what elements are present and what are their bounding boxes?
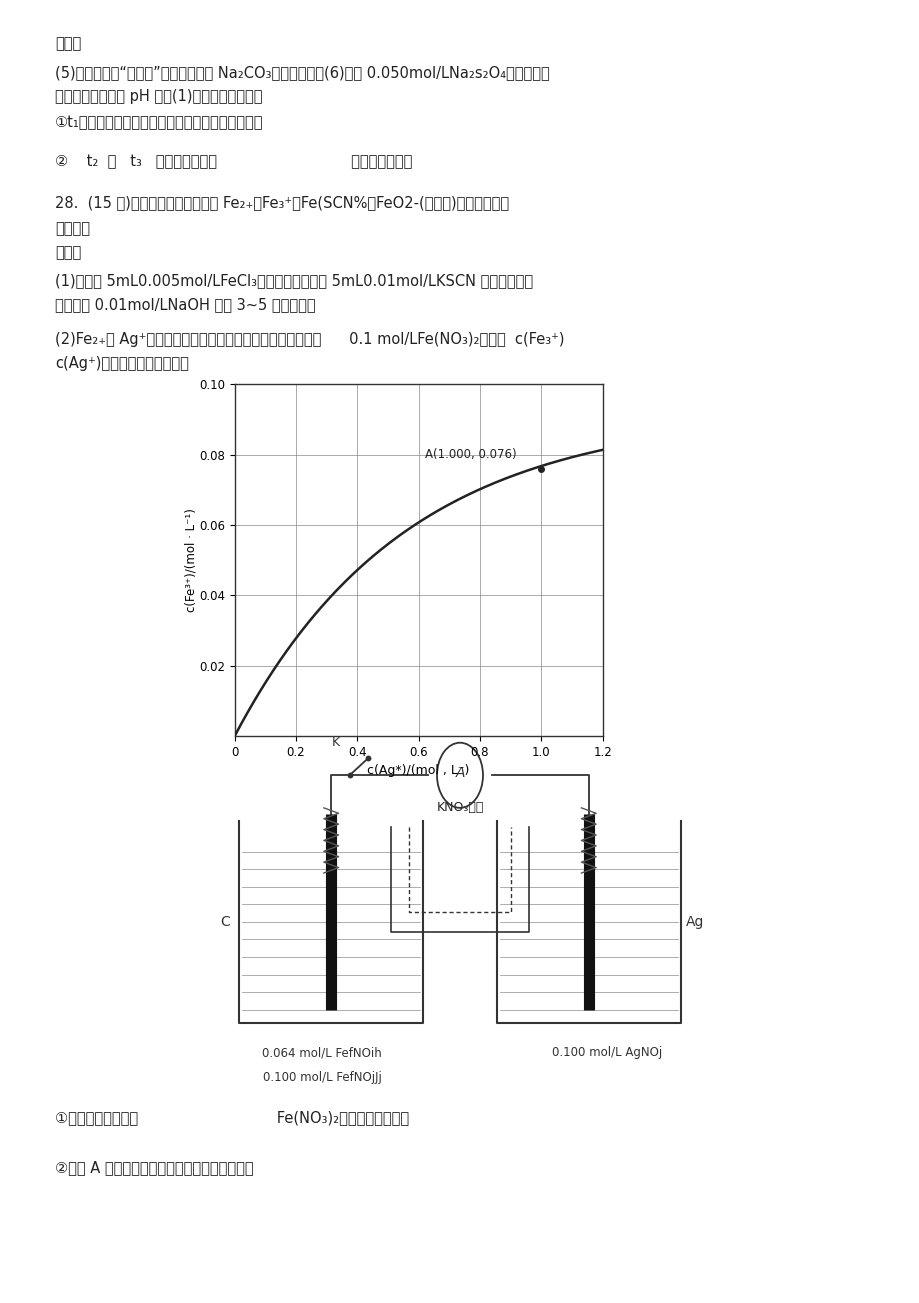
Text: Ag: Ag [685,915,703,929]
X-axis label: c(Ag*)/(mol , L⁻): c(Ag*)/(mol , L⁻) [367,765,470,778]
Text: ②根据 A 点数据，计算该转化反应的平衡常数为: ②根据 A 点数据，计算该转化反应的平衡常数为 [55,1160,254,1175]
Text: K: K [332,736,339,749]
Text: 问题：: 问题： [55,245,82,261]
Text: 0.100 mol/L FefNOjJj: 0.100 mol/L FefNOjJj [262,1071,381,1084]
Text: 28.  (15 分)铁元素在溶液中主要以 Fe₂₊、Fe₃⁺、Fe(SCN%、FeO2-(紫红色)等形式存在。: 28. (15 分)铁元素在溶液中主要以 Fe₂₊、Fe₃⁺、Fe(SCN%、F… [55,195,509,211]
Text: (5)在包装保存“保险粉”时加入少量的 Na₂CO₃固体，目的是(6)现将 0.050mol/LNa₂s₂O₄溶液在空气: (5)在包装保存“保险粉”时加入少量的 Na₂CO₃固体，目的是(6)现将 0.… [55,65,550,81]
Text: (1)向盛有 5mL0.005mol/LFeCl₃溶液的试管中加入 5mL0.01mol/LKSCN 溶液，现象是: (1)向盛有 5mL0.005mol/LFeCl₃溶液的试管中加入 5mL0.0… [55,274,533,289]
Text: C: C [221,915,230,929]
Text: A: A [455,766,464,779]
Text: 电流计: 电流计 [448,704,471,717]
Text: 回答下列: 回答下列 [55,222,90,237]
Text: A(1.000, 0.076): A(1.000, 0.076) [425,448,516,461]
Y-axis label: c(Fe³⁺)/(mol · L⁻¹): c(Fe³⁺)/(mol · L⁻¹) [185,508,198,612]
Text: (2)Fe₂₊与 Ag⁺在溶液中可相互转化。室温时，初始浓度为随      0.1 mol/LFe(NO₃)₂溶液中  c(Fe₃⁺): (2)Fe₂₊与 Ag⁺在溶液中可相互转化。室温时，初始浓度为随 0.1 mol… [55,332,564,348]
Text: ①t₁时溶液中含硫元素的粒子浓度由大到小的顺序为: ①t₁时溶液中含硫元素的粒子浓度由大到小的顺序为 [55,115,264,130]
Text: KNO₃盐桥: KNO₃盐桥 [436,801,483,814]
Text: 中放置，其溶液的 pH 与时(1)的关系如图所示。: 中放置，其溶液的 pH 与时(1)的关系如图所示。 [55,89,263,104]
Text: c(Ag⁺)的变化如下左图所示：: c(Ag⁺)的变化如下左图所示： [55,356,189,371]
Text: ②    t₂  ～   t₃   段发生化学反应                             的离子方程式为: ② t₂ ～ t₃ 段发生化学反应 的离子方程式为 [55,154,412,169]
Text: 0.064 mol/L FefNOih: 0.064 mol/L FefNOih [262,1046,381,1059]
Text: ，再滴加 0.01mol/LNaOH 溶液 3~5 滴，现象是: ，再滴加 0.01mol/LNaOH 溶液 3~5 滴，现象是 [55,297,315,313]
Text: 程式。: 程式。 [55,36,82,52]
Text: ①用离子方程式表示                              Fe(NO₃)₂溶液中的转化反应: ①用离子方程式表示 Fe(NO₃)₂溶液中的转化反应 [55,1110,409,1126]
Text: 0.100 mol/L AgNOj: 0.100 mol/L AgNOj [551,1046,662,1059]
